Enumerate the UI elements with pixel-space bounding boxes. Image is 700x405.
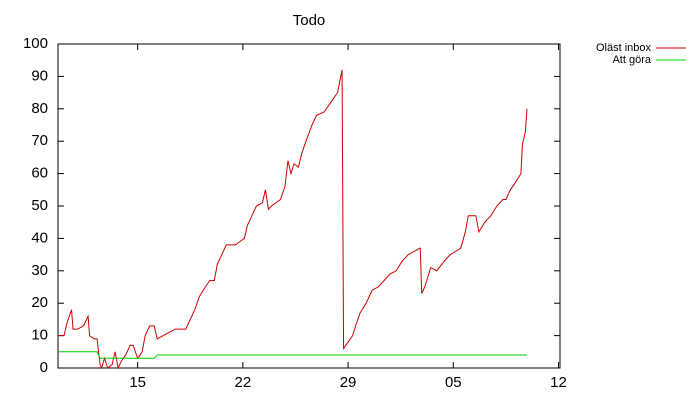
- series-line: [58, 69, 528, 370]
- chart-title: Todo: [293, 12, 326, 29]
- x-tick-label: 15: [129, 374, 146, 391]
- legend-label: Att göra: [612, 54, 651, 66]
- series-line: [58, 351, 527, 359]
- y-tick-label: 70: [31, 132, 48, 149]
- x-tick-label: 29: [340, 374, 357, 391]
- y-tick-label: 40: [31, 229, 48, 246]
- legend-label: Oläst inbox: [596, 42, 652, 54]
- y-tick-label: 30: [31, 262, 48, 279]
- y-tick-label: 100: [23, 35, 48, 52]
- y-tick-label: 60: [31, 165, 48, 182]
- y-tick-label: 80: [31, 100, 48, 117]
- y-tick-label: 20: [31, 294, 48, 311]
- y-tick-label: 90: [31, 67, 48, 84]
- x-tick-label: 05: [445, 374, 462, 391]
- x-tick-label: 22: [235, 374, 252, 391]
- y-tick-label: 0: [40, 359, 48, 376]
- y-tick-label: 10: [31, 327, 48, 344]
- x-tick-label: 12: [550, 374, 567, 391]
- y-tick-label: 50: [31, 197, 48, 214]
